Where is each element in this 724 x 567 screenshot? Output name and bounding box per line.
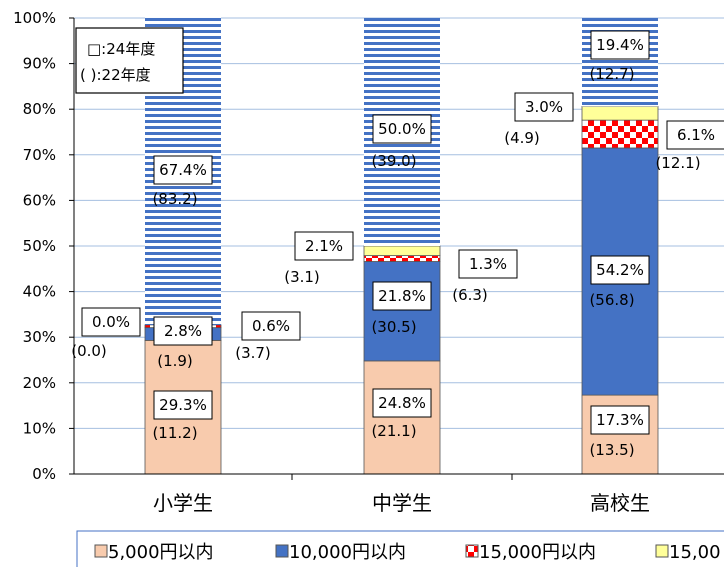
data-labels: 29.3% (11.2) 2.8% (1.9) 0.6% (3.7) 0.0% (0.0) 67… [71,30,724,459]
data-label: 0.6% [252,317,290,335]
prev-year-label: (6.3) [452,286,488,304]
prev-year-label: (0.0) [71,342,107,360]
legend: 5,000円以内 10,000円以内 15,000円以内 15,00 [76,530,724,567]
data-label-box [458,249,518,279]
data-label: 50.0% [378,120,426,138]
legend-label-10000: 10,000円以内 [289,542,406,563]
y-tick-label: 20% [23,374,56,392]
y-tick-label: 100% [13,9,56,27]
data-label-box [372,388,432,418]
data-label-box [590,255,650,285]
legend-label-over: 15,00 [669,542,721,563]
prev-year-label: (39.0) [371,152,416,170]
data-label: 24.8% [378,394,426,412]
data-label: 6.1% [677,126,715,144]
prev-year-label: (13.5) [589,441,634,459]
note-box: □:24年度 ( ):22年度 [75,27,184,94]
legend-swatch-15000 [465,544,479,558]
data-label-box [153,155,213,185]
prev-year-label: (56.8) [589,291,634,309]
data-label-box [153,316,213,346]
prev-year-label: (3.7) [235,344,271,362]
legend-swatch-5000 [94,544,108,558]
data-label-box [590,405,650,435]
legend-label-5000: 5,000円以内 [108,542,214,563]
data-label-box [372,281,432,311]
data-label-box [372,114,432,144]
legend-swatch-over [655,544,669,558]
data-label-box [241,311,301,341]
note-line-2: ( ):22年度 [80,66,151,84]
bar-segment [363,261,441,362]
bar-segment [363,245,441,256]
data-label: 29.3% [159,396,207,414]
y-tick-label: 50% [23,237,56,255]
bar-segment [363,255,441,262]
axes: 0% 10% 20% 30% 40% 50% 60% 70% 80% 90% 100% 小学生 中学生 高… [13,9,724,515]
prev-year-label: (12.7) [589,65,634,83]
prev-year-label: (3.1) [284,268,320,286]
data-label: 54.2% [596,261,644,279]
x-category-label: 中学生 [372,491,432,515]
data-label-box [666,120,724,150]
data-label: 3.0% [525,98,563,116]
y-tick-label: 60% [23,191,56,209]
data-label: 67.4% [159,161,207,179]
data-label: 1.3% [469,255,507,273]
data-label: 0.0% [92,313,130,331]
y-tick-label: 80% [23,100,56,118]
prev-year-label: (12.1) [655,154,700,172]
y-tick-label: 70% [23,146,56,164]
prev-year-label: (1.9) [157,352,193,370]
x-category-label: 小学生 [153,491,213,515]
bar-segment [581,119,659,149]
data-label-box [514,92,574,122]
data-label-box [81,307,141,337]
x-category-label: 高校生 [590,491,650,515]
prev-year-label: (11.2) [152,424,197,442]
data-label: 21.8% [378,287,426,305]
legend-swatch-10000 [275,544,289,558]
data-label: 2.1% [305,237,343,255]
legend-label-15000: 15,000円以内 [479,542,596,563]
y-tick-label: 90% [23,55,56,73]
prev-year-label: (21.1) [371,422,416,440]
data-label-box [153,390,213,420]
data-label: 19.4% [596,36,644,54]
y-tick-label: 10% [23,419,56,437]
y-tick-label: 0% [32,465,56,483]
prev-year-label: (4.9) [504,129,540,147]
y-tick-label: 40% [23,283,56,301]
data-label-box [590,30,650,60]
prev-year-label: (30.5) [371,318,416,336]
data-label: 17.3% [596,411,644,429]
prev-year-label: (83.2) [152,190,197,208]
data-label-box [294,231,354,261]
y-tick-label: 30% [23,328,56,346]
data-label: 2.8% [164,322,202,340]
note-line-1: □:24年度 [87,40,155,58]
bar-segment [581,106,659,121]
